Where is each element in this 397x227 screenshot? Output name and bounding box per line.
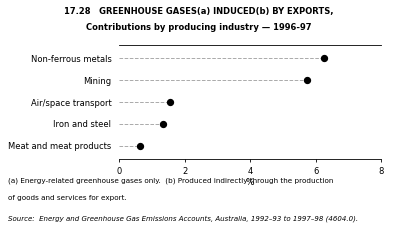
X-axis label: %: % [246, 178, 254, 187]
Point [137, 144, 144, 148]
Point [160, 122, 166, 126]
Text: Source:  Energy and Greenhouse Gas Emissions Accounts, Australia, 1992–93 to 199: Source: Energy and Greenhouse Gas Emissi… [8, 216, 358, 222]
Point [167, 100, 173, 104]
Text: (a) Energy-related greenhouse gases only.  (b) Produced indirectly through the p: (a) Energy-related greenhouse gases only… [8, 177, 333, 184]
Text: of goods and services for export.: of goods and services for export. [8, 195, 127, 201]
Point [304, 79, 310, 82]
Text: 17.28   GREENHOUSE GASES(a) INDUCED(b) BY EXPORTS,: 17.28 GREENHOUSE GASES(a) INDUCED(b) BY … [64, 7, 333, 16]
Point [321, 57, 327, 60]
Text: Contributions by producing industry — 1996-97: Contributions by producing industry — 19… [86, 23, 311, 32]
